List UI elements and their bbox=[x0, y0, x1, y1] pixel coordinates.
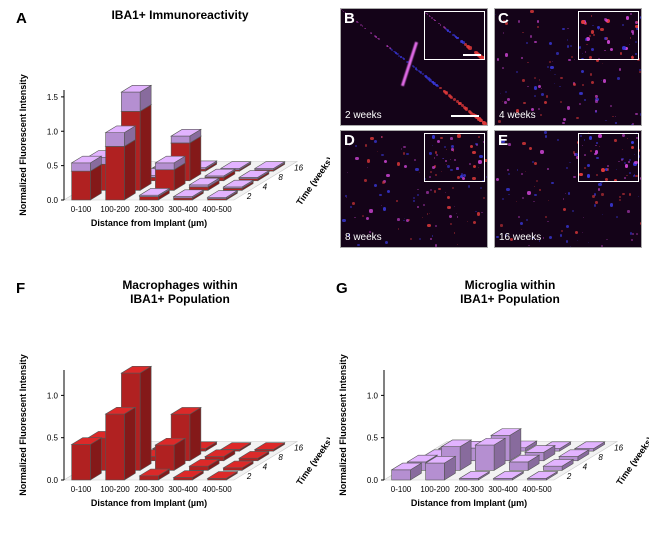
svg-text:8: 8 bbox=[278, 453, 283, 462]
svg-text:400-500: 400-500 bbox=[202, 205, 232, 214]
panel-label-e: E bbox=[498, 132, 508, 149]
chart-a: 0.0 0.5 1.0 1.5 Normalized Fluorescent Inten… bbox=[10, 26, 330, 246]
svg-text:0.0: 0.0 bbox=[47, 196, 59, 205]
svg-text:1.5: 1.5 bbox=[47, 93, 59, 102]
svg-text:16: 16 bbox=[294, 163, 303, 172]
svg-text:0.5: 0.5 bbox=[47, 162, 59, 171]
svg-text:1.0: 1.0 bbox=[47, 391, 59, 400]
svg-text:200-300: 200-300 bbox=[454, 485, 484, 494]
svg-text:0.0: 0.0 bbox=[367, 476, 379, 485]
micrograph-inset bbox=[578, 133, 639, 182]
svg-text:4: 4 bbox=[583, 463, 588, 472]
svg-text:0.5: 0.5 bbox=[367, 434, 379, 443]
svg-text:0-100: 0-100 bbox=[71, 205, 92, 214]
svg-text:Normalized Fluorescent Intensi: Normalized Fluorescent Intensity bbox=[18, 74, 28, 216]
micrograph-inset bbox=[578, 11, 639, 60]
chart-g: 0.0 0.5 1.0 Normalized Fluorescent Intensit… bbox=[330, 306, 649, 526]
svg-text:Distance from Implant (µm): Distance from Implant (µm) bbox=[91, 218, 207, 228]
svg-text:300-400: 300-400 bbox=[168, 205, 198, 214]
svg-text:200-300: 200-300 bbox=[134, 485, 164, 494]
svg-text:16: 16 bbox=[294, 443, 303, 452]
svg-text:100-200: 100-200 bbox=[100, 205, 130, 214]
svg-text:300-400: 300-400 bbox=[168, 485, 198, 494]
svg-text:2: 2 bbox=[246, 472, 252, 481]
panel-label-g: G bbox=[336, 280, 348, 297]
panel-label-d: D bbox=[344, 132, 355, 149]
svg-text:Normalized Fluorescent Intensi: Normalized Fluorescent Intensity bbox=[18, 354, 28, 496]
svg-text:0.5: 0.5 bbox=[47, 434, 59, 443]
svg-text:Distance from Implant (µm): Distance from Implant (µm) bbox=[91, 498, 207, 508]
panel-label-f: F bbox=[16, 280, 25, 297]
svg-text:200-300: 200-300 bbox=[134, 205, 164, 214]
svg-text:8: 8 bbox=[598, 453, 603, 462]
svg-text:100-200: 100-200 bbox=[420, 485, 450, 494]
chart-title-f: Macrophages within IBA1+ Population bbox=[70, 278, 290, 306]
inset-scale-bar bbox=[463, 54, 481, 56]
chart-title-a: IBA1+ Immunoreactivity bbox=[70, 8, 290, 22]
panel-label-c: C bbox=[498, 10, 509, 27]
micrograph-caption: 8 weeks bbox=[345, 232, 382, 243]
svg-text:4: 4 bbox=[263, 183, 268, 192]
micrograph-inset bbox=[424, 133, 485, 182]
micrograph-caption: 4 weeks bbox=[499, 110, 536, 121]
chart-f: 0.0 0.5 1.0 Normalized Fluorescent Intensit… bbox=[10, 306, 330, 526]
svg-text:0-100: 0-100 bbox=[71, 485, 92, 494]
micrograph-d: 8 weeks bbox=[340, 130, 488, 248]
panel-label-a: A bbox=[16, 10, 27, 27]
svg-text:300-400: 300-400 bbox=[488, 485, 518, 494]
micrograph-inset bbox=[424, 11, 485, 60]
svg-text:2: 2 bbox=[566, 472, 572, 481]
micrograph-c: 4 weeks bbox=[494, 8, 642, 126]
figure-root: A IBA1+ Immunoreactivity 0.0 0.5 1.0 1.5 Nor… bbox=[0, 0, 649, 537]
svg-text:2: 2 bbox=[246, 192, 252, 201]
micrograph-e: 16 weeks bbox=[494, 130, 642, 248]
panel-label-b: B bbox=[344, 10, 355, 27]
svg-text:0-100: 0-100 bbox=[391, 485, 412, 494]
svg-text:100-200: 100-200 bbox=[100, 485, 130, 494]
svg-text:1.0: 1.0 bbox=[47, 127, 59, 136]
svg-text:4: 4 bbox=[263, 463, 268, 472]
micrograph-caption: 16 weeks bbox=[499, 232, 541, 243]
svg-text:1.0: 1.0 bbox=[367, 391, 379, 400]
svg-text:400-500: 400-500 bbox=[202, 485, 232, 494]
micrograph-b: 2 weeks bbox=[340, 8, 488, 126]
svg-text:0.0: 0.0 bbox=[47, 476, 59, 485]
micrograph-caption: 2 weeks bbox=[345, 110, 382, 121]
svg-text:8: 8 bbox=[278, 173, 283, 182]
svg-text:16: 16 bbox=[614, 443, 623, 452]
svg-text:Distance from Implant (µm): Distance from Implant (µm) bbox=[411, 498, 527, 508]
svg-text:Normalized Fluorescent Intensi: Normalized Fluorescent Intensity bbox=[338, 354, 348, 496]
scale-bar bbox=[451, 115, 479, 117]
chart-title-g: Microglia within IBA1+ Population bbox=[400, 278, 620, 306]
svg-text:400-500: 400-500 bbox=[522, 485, 552, 494]
